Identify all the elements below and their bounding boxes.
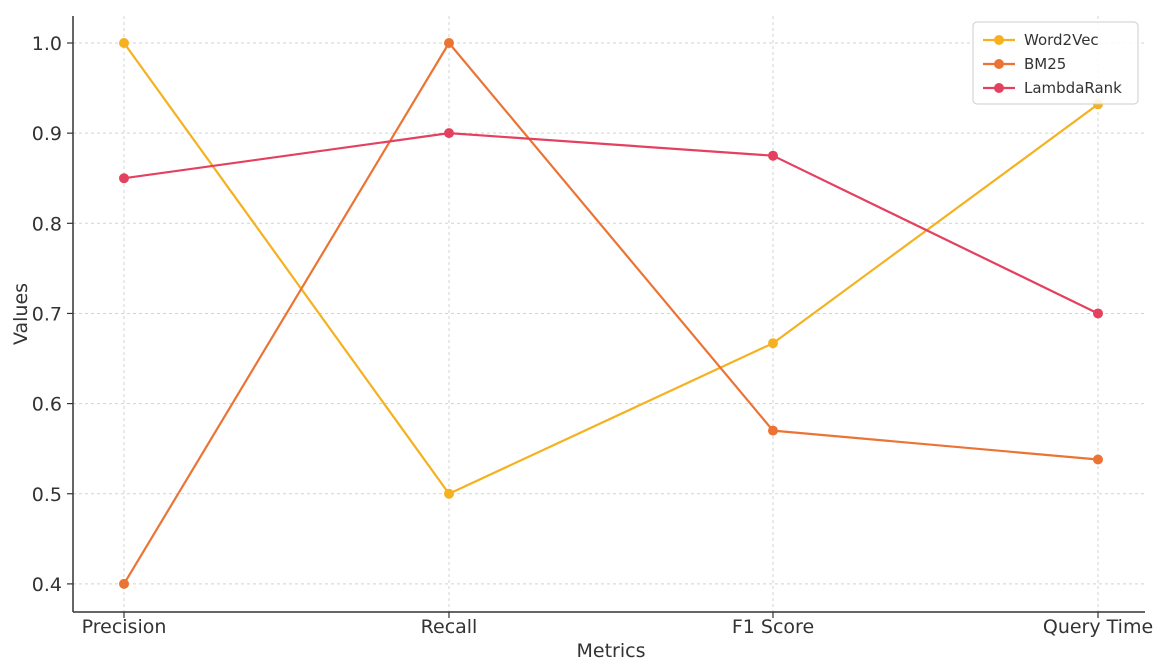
data-point-bm25 [444,38,454,48]
x-tick-label: F1 Score [732,616,814,638]
x-tick-label: Recall [421,616,478,638]
legend: Word2Vec BM25 LambdaRank [972,21,1139,105]
y-tick-label: 0.9 [32,123,62,145]
y-tick-label: 1.0 [32,33,62,55]
legend-box [972,21,1139,105]
y-tick-label: 0.5 [32,484,62,506]
x-tick-label: Query Time [1043,616,1153,638]
y-tick-label: 0.4 [32,574,62,596]
y-tick-label: 0.6 [32,394,62,416]
x-axis-title: Metrics [577,640,646,659]
series-line-word2vec [123,42,1099,495]
data-point-lambdarank [768,150,778,161]
y-axis-title: Values [10,283,32,345]
legend-label: LambdaRank [1024,79,1122,97]
data-point-bm25 [1093,454,1103,465]
series-line-lambdarank [123,132,1099,315]
data-point-word2vec [119,38,129,48]
ticks: Precision Recall F1 Score Query Time 0.4 0.5 0… [32,33,1153,638]
series-lines [119,38,1103,589]
legend-swatch-marker [994,83,1004,93]
grid [73,16,1145,612]
x-tick-label: Precision [82,616,167,638]
data-point-bm25 [119,578,129,589]
legend-swatch-marker [994,59,1004,69]
data-point-word2vec [768,338,778,349]
data-point-bm25 [768,425,778,436]
data-point-lambdarank [1093,308,1103,319]
y-tick-label: 0.7 [32,303,62,325]
data-point-lambdarank [444,128,454,139]
axes [72,16,1145,613]
series-line-bm25 [123,41,1099,585]
legend-swatch-marker [994,35,1004,45]
data-point-word2vec [444,488,454,499]
y-tick-label: 0.8 [32,213,62,235]
legend-label: Word2Vec [1024,31,1099,49]
data-point-lambdarank [119,173,129,184]
legend-label: BM25 [1024,55,1066,73]
